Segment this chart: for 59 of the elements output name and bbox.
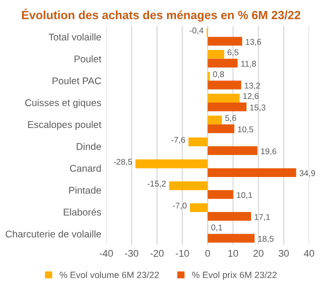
data-label: 19,6 <box>261 148 276 156</box>
legend-label: % Evol prix 6M 23/22 <box>192 271 277 280</box>
bar <box>208 80 242 90</box>
data-label: 18,5 <box>258 236 274 243</box>
data-label: -0,4 <box>190 28 204 34</box>
bar <box>208 36 242 46</box>
x-tick-label: 20 <box>253 250 264 257</box>
x-tick-label: 0 <box>205 250 210 257</box>
x-tick-label: 40 <box>304 250 314 257</box>
bar <box>188 138 208 146</box>
x-tick-label: -40 <box>100 250 113 257</box>
legend-label: % Evol volume 6M 23/22 <box>60 271 159 278</box>
data-label: 15,3 <box>250 104 266 112</box>
bar <box>208 212 252 221</box>
chart-title: Évolution des achats des ménages en % 6M 23/22 <box>22 8 300 22</box>
y-tick-label: Poulet PAC <box>52 77 102 84</box>
x-tick-label: 30 <box>278 250 289 257</box>
y-tick-label: Charcuterie de volaille <box>6 230 101 238</box>
bar <box>208 102 246 112</box>
data-label: 10,5 <box>238 126 254 134</box>
bar <box>208 234 255 243</box>
data-label: 5,6 <box>225 115 236 122</box>
x-tick-label: -10 <box>176 250 189 257</box>
bar <box>208 116 222 124</box>
data-label: -7,0 <box>172 202 187 210</box>
data-label: 34,9 <box>300 170 316 178</box>
data-label: -28,5 <box>114 158 132 166</box>
y-tick-label: Escalopes poulet <box>28 120 102 130</box>
x-tick-label: -30 <box>125 250 138 257</box>
y-tick-label: Poulet <box>74 55 102 62</box>
y-tick-label: Total volaille <box>48 33 101 40</box>
x-tick-label: -20 <box>150 250 164 257</box>
bar <box>208 58 238 68</box>
bar <box>190 203 208 212</box>
data-label: -15,2 <box>147 180 166 188</box>
data-label: -7,6 <box>171 136 186 144</box>
bar <box>208 168 296 177</box>
data-label: 10,1 <box>236 192 252 199</box>
data-label: 13,6 <box>246 38 262 46</box>
y-tick-label: Elaborés <box>64 208 102 216</box>
data-label: 13,2 <box>244 82 260 90</box>
data-label: 11,8 <box>241 60 256 68</box>
y-tick-label: Canard <box>70 164 101 172</box>
data-label: 0,1 <box>211 224 222 232</box>
data-label: 0,8 <box>213 71 224 78</box>
bar <box>169 181 208 190</box>
bar <box>208 146 258 156</box>
bar <box>208 50 224 59</box>
bar <box>208 94 240 103</box>
bar <box>208 190 234 199</box>
y-tick-label: Cuisses et giques <box>25 99 102 108</box>
bar <box>135 159 208 168</box>
x-tick-label: 10 <box>228 250 238 257</box>
bar <box>208 124 234 134</box>
y-tick-label: Pintade <box>69 186 101 194</box>
data-label: 12,6 <box>243 93 259 100</box>
data-label: 17,1 <box>254 214 270 221</box>
y-tick-label: Dinde <box>76 142 101 150</box>
data-label: 6,5 <box>228 49 238 56</box>
